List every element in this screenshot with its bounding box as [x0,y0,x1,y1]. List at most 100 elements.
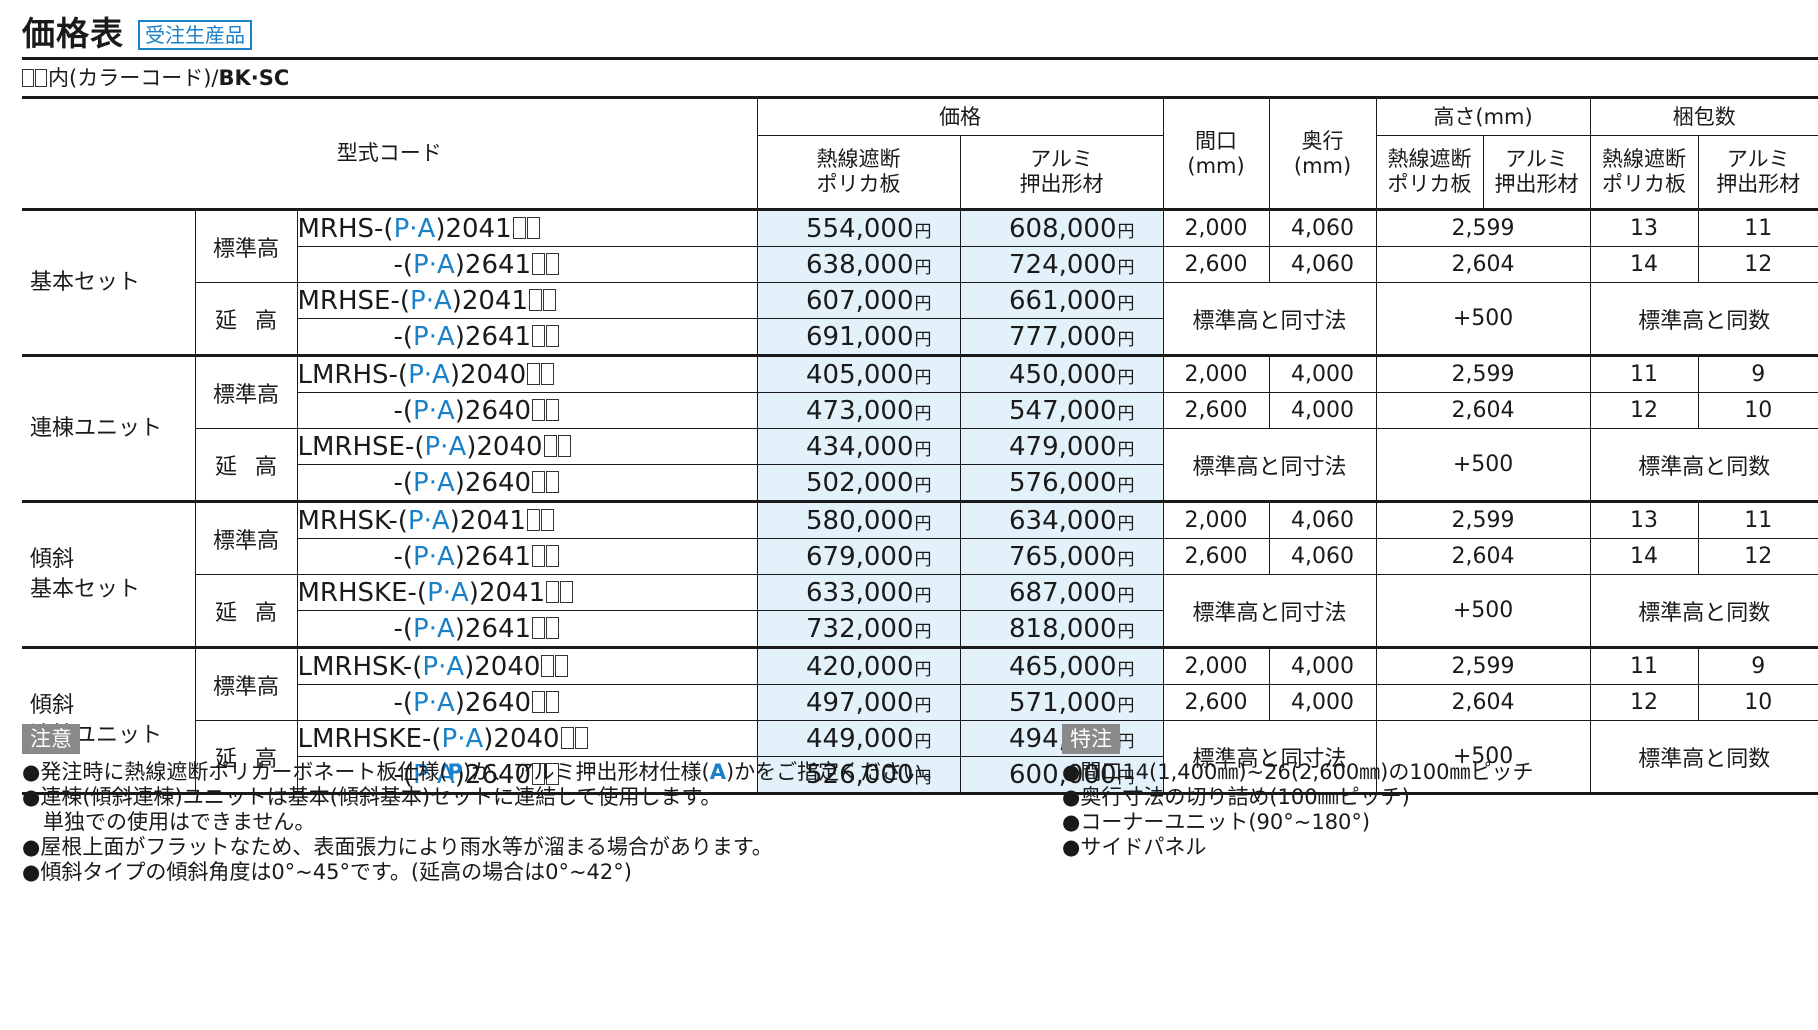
model-code-cell: LMRHSE-(P·A)2040 [296,428,758,465]
title-row: 価格表 受注生産品 [22,10,252,54]
color-code-box-icon [574,726,588,749]
special-item: ●奥行寸法の切り詰め(100㎜ピッチ) [1062,785,1410,809]
color-codes: BK·SC [218,66,290,90]
color-code-box-icon [560,726,574,749]
pack-alu-cell: 9 [1697,646,1818,685]
pack-poly-cell: 12 [1589,684,1699,721]
height-cell: 2,604 [1375,246,1591,283]
color-code-box-icon [541,362,555,385]
price-alu-cell: 576,000円 [959,464,1164,502]
color-note-prefix: 内(カラーコード)/ [48,66,219,90]
notes-tag: 注意 [22,724,80,754]
merged-height-cell: +500 [1375,720,1591,794]
price-poly-cell: 434,000円 [756,428,961,465]
color-code-box-icon [541,654,555,677]
notes-list: ●発注時に熱線遮断ポリカーボネート板仕様(P)か、アルミ押出形材仕様(A)かをご… [22,760,944,885]
color-code-box-icon [532,252,546,275]
width-cell: 2,600 [1162,392,1270,429]
merged-pack-cell: 標準高と同数 [1589,574,1818,648]
special-order-tag: 特注 [1062,724,1120,754]
merged-height-cell: +500 [1375,428,1591,502]
pack-poly-cell: 14 [1589,246,1699,283]
color-code-box-icon [532,544,546,567]
header-price-poly: 熱線遮断 ポリカ板 [757,135,961,210]
category-cell: 傾斜 連棟ユニット [22,646,196,794]
color-code-box-icon [532,762,546,785]
price-poly-cell: 679,000円 [756,538,961,575]
model-code-cell: MRHSKE-(P·A)2041 [296,574,758,611]
header-depth: 奥行 (mm) [1268,97,1377,210]
height-cell: 2,599 [1375,500,1591,539]
height-type-cell: 延高 [195,428,298,502]
color-code-box-icon [557,434,571,457]
color-code-box-icon [546,324,560,347]
color-code-box-icon [555,654,569,677]
color-code-box-icon [546,690,560,713]
pack-alu-cell: 12 [1697,246,1818,283]
model-code-cell: MRHSE-(P·A)2041 [296,282,758,319]
color-code-box-icon [543,288,557,311]
width-cell: 2,000 [1162,208,1270,247]
price-poly-cell: 691,000円 [756,318,961,356]
title-divider [22,57,1818,60]
model-code-cell: LMRHS-(P·A)2040 [296,354,758,393]
color-code-box-icon [546,544,560,567]
note-line-2: ●連棟(傾斜連棟)ユニットは基本(傾斜基本)セットに連結して使用します。 [22,785,722,809]
width-cell: 2,000 [1162,354,1270,393]
special-item: ●コーナーユニット(90°~180°) [1062,810,1371,834]
color-code-box-icon [543,434,557,457]
height-type-cell: 標準高 [194,354,298,429]
header-pack-poly: 熱線遮断 ポリカ板 [1589,135,1699,210]
price-table: 型式コード 価格 間口 (mm) 奥行 (mm) 高さ(mm) 梱包数 熱線遮断 ポリ… [22,96,1818,795]
model-code-cell: LMRHSK-(P·A)2040 [296,646,758,685]
header-height-poly: 熱線遮断 ポリカ板 [1375,135,1484,210]
height-type-cell: 延高 [195,720,298,794]
merged-dims-cell: 標準高と同寸法 [1162,428,1377,502]
height-cell: 2,599 [1375,646,1591,685]
pack-alu-cell: 11 [1697,208,1818,247]
price-poly-cell: 449,000円 [756,720,961,757]
made-to-order-badge: 受注生産品 [138,20,252,50]
price-alu-cell: 450,000円 [959,354,1164,393]
pack-poly-cell: 11 [1589,646,1699,685]
color-code-box-icon [22,69,34,87]
pack-poly-cell: 13 [1589,208,1699,247]
price-poly-cell: 497,000円 [756,684,961,721]
header-pack: 梱包数 [1589,97,1818,136]
merged-dims-cell: 標準高と同寸法 [1162,574,1377,648]
header-model: 型式コード [22,97,758,210]
color-code-box-icon [529,288,543,311]
depth-cell: 4,000 [1268,392,1377,429]
height-cell: 2,604 [1375,538,1591,575]
width-cell: 2,600 [1162,684,1270,721]
depth-cell: 4,060 [1268,208,1377,247]
color-code-box-icon [532,690,546,713]
special-item: ●間口14(1,400㎜)~26(2,600㎜)の100㎜ピッチ [1062,760,1534,784]
header-width: 間口 (mm) [1162,97,1270,210]
price-alu-cell: 465,000円 [959,646,1164,685]
model-code-cell: -(P·A)2641 [297,318,758,356]
price-poly-cell: 580,000円 [756,500,961,539]
depth-cell: 4,060 [1268,500,1377,539]
note-line-4: ●屋根上面がフラットなため、表面張力により雨水等が溜まる場合があります。 [22,835,773,859]
height-cell: 2,599 [1375,354,1591,393]
color-code-box-icon [527,362,541,385]
header-price: 価格 [756,97,1164,136]
pack-alu-cell: 12 [1697,538,1818,575]
price-alu-cell: 777,000円 [959,318,1164,356]
price-alu-cell: 479,000円 [959,428,1164,465]
pack-poly-cell: 12 [1589,392,1699,429]
color-code-box-icon [546,398,560,421]
price-alu-cell: 634,000円 [959,500,1164,539]
merged-height-cell: +500 [1375,282,1591,356]
price-alu-cell: 818,000円 [959,610,1164,648]
note-line-3: 単独での使用はできません。 [43,810,316,834]
pack-alu-cell: 9 [1697,354,1818,393]
color-code-box-icon [532,616,546,639]
price-alu-cell: 724,000円 [959,246,1164,283]
merged-height-cell: +500 [1375,574,1591,648]
pack-poly-cell: 14 [1589,538,1699,575]
category-cell: 傾斜 基本セット [22,500,196,648]
header-price-alu: アルミ 押出形材 [959,135,1164,210]
width-cell: 2,600 [1162,246,1270,283]
